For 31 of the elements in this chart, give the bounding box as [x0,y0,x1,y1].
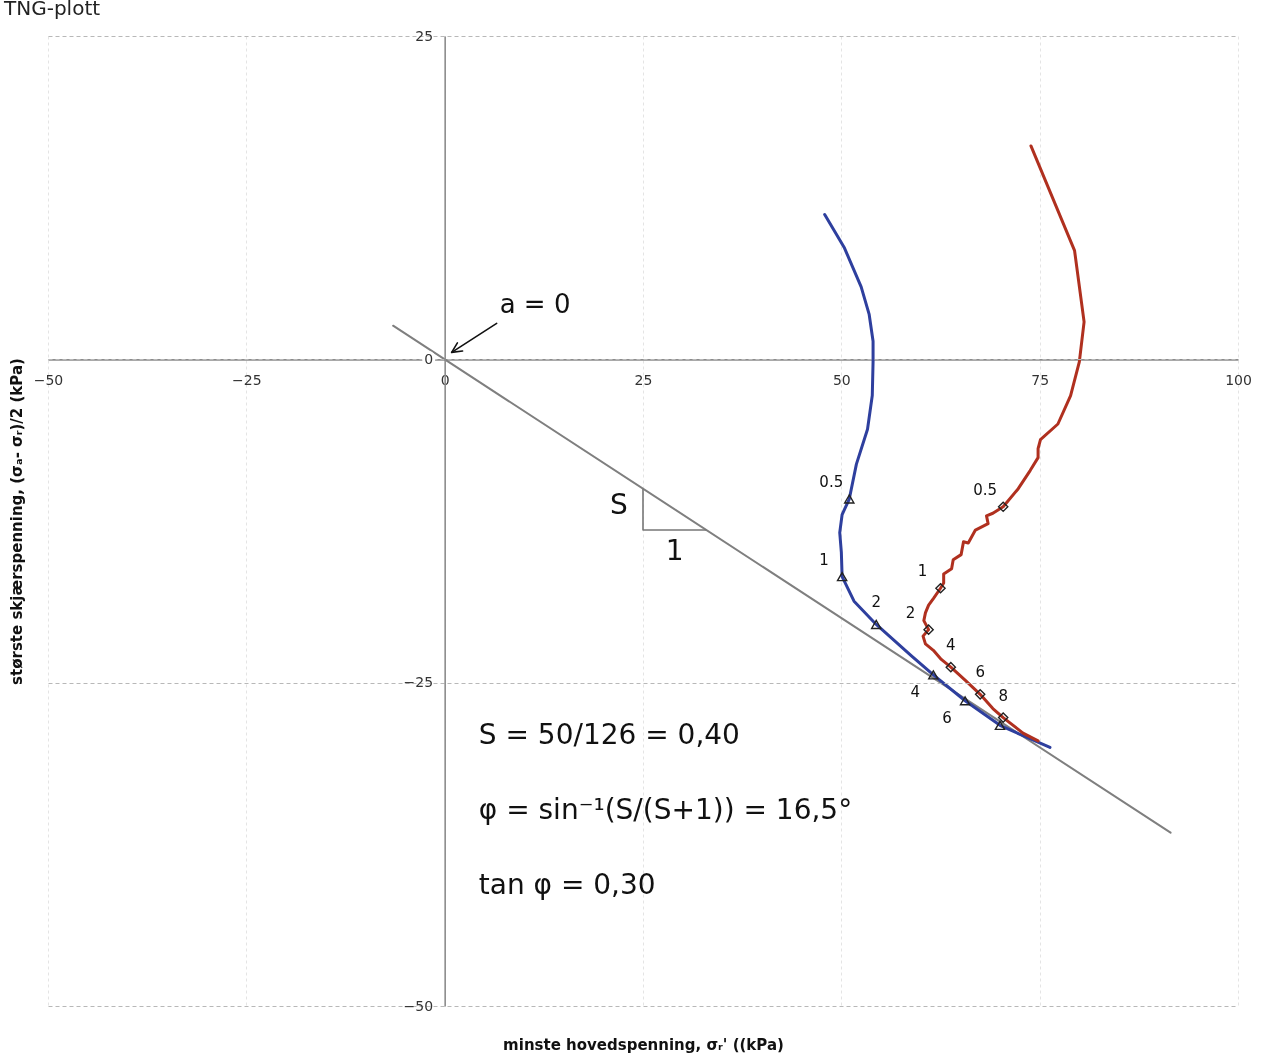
annotation: 0.5 [973,480,998,499]
x-tick-label: 50 [832,371,851,388]
annotation: 1 [917,562,928,581]
chart-title: TNG-plott [3,0,101,20]
annotation: 6 [942,708,952,727]
annotation: 4 [946,636,956,655]
x-tick-label: 25 [634,371,653,388]
y-tick-label: 25 [415,27,434,44]
annotation: 1 [819,550,829,569]
annotation: tan φ = 0,30 [478,868,656,902]
y-axis-title: største skjærspenning, (σₐ- σᵣ)/2 (kPa) [7,358,26,685]
x-axis-title: minste hovedspenning, σᵣ' ((kPa) [503,1035,784,1054]
x-tick-label: 100 [1225,371,1252,388]
annotation: 8 [998,686,1008,705]
annotation: 4 [910,682,921,701]
y-tick-label: −50 [403,997,434,1014]
annotation: S = 50/126 = 0,40 [478,718,740,752]
x-tick-label: 75 [1031,371,1050,388]
annotation: a = 0 [499,289,571,320]
annotation: φ = sin⁻¹(S/(S+1)) = 16,5° [478,793,853,827]
annotation: 6 [975,663,985,682]
x-tick-label: −50 [33,371,64,388]
x-tick-label: −25 [232,371,262,388]
y-tick-label: −25 [403,674,434,691]
annotation: 0.5 [819,473,844,492]
y-tick-label: 0 [424,350,434,367]
annotation: S [610,488,628,522]
x-tick-label: 0 [440,371,450,388]
annotation: 2 [871,593,882,612]
annotation: 2 [905,603,916,622]
annotation: 1 [665,534,684,568]
